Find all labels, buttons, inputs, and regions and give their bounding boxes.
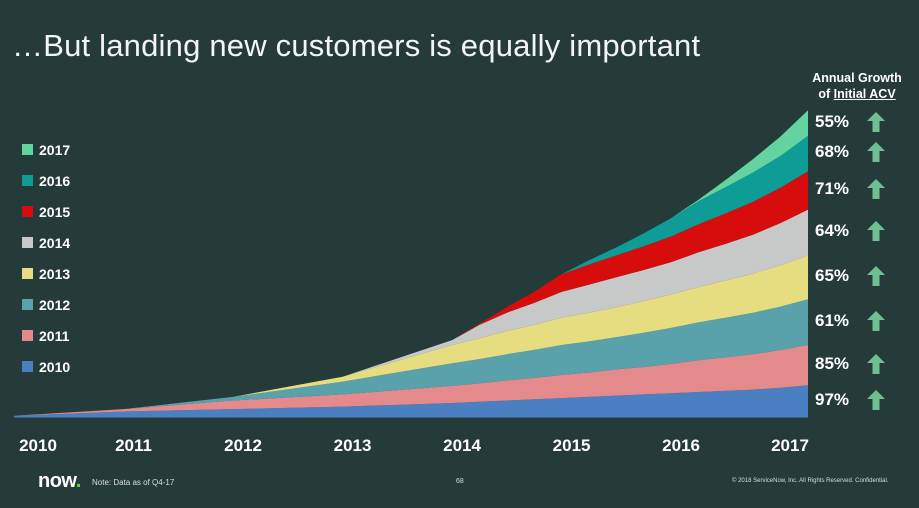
growth-row-2010: 97%	[815, 390, 885, 411]
growth-row-2012: 61%	[815, 311, 885, 332]
growth-header-line2: of Initial ACV	[818, 87, 896, 101]
growth-percent: 68%	[815, 142, 850, 162]
growth-row-2015: 71%	[815, 179, 885, 200]
legend-item-2010: 2010	[22, 351, 70, 382]
legend-label: 2011	[39, 327, 70, 344]
growth-percent: 85%	[815, 354, 850, 374]
copyright: © 2018 ServiceNow, Inc. All Rights Reser…	[732, 478, 889, 484]
x-tick-label: 2012	[224, 436, 262, 455]
up-arrow-icon	[867, 266, 885, 287]
area-series-2012	[14, 299, 808, 416]
legend-label: 2016	[39, 172, 71, 189]
legend-label: 2013	[39, 265, 71, 282]
legend-label: 2014	[39, 234, 71, 251]
legend-item-2017: 2017	[22, 134, 70, 165]
up-arrow-icon	[867, 111, 885, 132]
legend-swatch	[22, 330, 33, 341]
up-arrow-icon	[867, 390, 885, 411]
legend-label: 2012	[39, 296, 71, 313]
x-tick-label: 2013	[333, 436, 372, 455]
up-arrow-icon	[867, 311, 885, 332]
legend-label: 2015	[39, 203, 71, 220]
legend-label: 2017	[39, 141, 71, 158]
legend-item-2011: 2011	[22, 320, 70, 351]
growth-header-line1: Annual Growth	[812, 71, 902, 85]
legend-item-2012: 2012	[22, 289, 70, 320]
legend-item-2016: 2016	[22, 165, 70, 196]
growth-header: Annual Growth of Initial ACV	[800, 70, 914, 102]
legend-item-2014: 2014	[22, 227, 70, 258]
x-tick-label: 2010	[19, 436, 57, 455]
x-tick-label: 2015	[552, 436, 591, 455]
growth-percent: 71%	[815, 179, 850, 199]
footer-note: Note: Data as of Q4-17	[92, 478, 175, 487]
servicenow-logo: now.	[38, 470, 82, 492]
up-arrow-icon	[867, 354, 885, 375]
legend-swatch	[22, 237, 33, 248]
legend-swatch	[22, 206, 33, 217]
legend-swatch	[22, 299, 33, 310]
up-arrow-icon	[867, 221, 885, 242]
page-number: 68	[456, 478, 464, 485]
growth-percent: 97%	[815, 390, 850, 410]
growth-percent: 64%	[815, 221, 850, 241]
area-series-2010	[14, 385, 808, 417]
legend-label: 2010	[39, 358, 71, 375]
up-arrow-icon	[867, 179, 885, 200]
growth-row-2011: 85%	[815, 354, 885, 375]
growth-row-2017: 55%	[815, 111, 885, 132]
growth-row-2013: 65%	[815, 266, 885, 287]
growth-percent: 65%	[815, 266, 850, 286]
legend-swatch	[22, 144, 33, 155]
legend-item-2013: 2013	[22, 258, 70, 289]
legend-swatch	[22, 361, 33, 372]
slide-title: …But landing new customers is equally im…	[12, 28, 701, 63]
legend-swatch	[22, 268, 33, 279]
logo-dot: .	[75, 470, 82, 492]
area-series-2011	[14, 345, 808, 416]
legend-swatch	[22, 175, 33, 186]
x-tick-label: 2014	[443, 436, 481, 455]
up-arrow-icon	[867, 142, 885, 163]
x-tick-label: 2016	[662, 436, 701, 455]
growth-percent: 55%	[815, 111, 850, 131]
growth-row-2014: 64%	[815, 221, 885, 242]
x-tick-label: 2011	[115, 436, 152, 455]
growth-percent: 61%	[815, 311, 850, 331]
x-tick-label: 2017	[771, 436, 809, 455]
growth-header-underlined: Initial ACV	[833, 87, 896, 101]
growth-row-2016: 68%	[815, 142, 885, 163]
legend-item-2015: 2015	[22, 196, 70, 227]
chart-legend: 2017 2016 2015 2014 2013 2012 2011 2010	[22, 134, 70, 382]
